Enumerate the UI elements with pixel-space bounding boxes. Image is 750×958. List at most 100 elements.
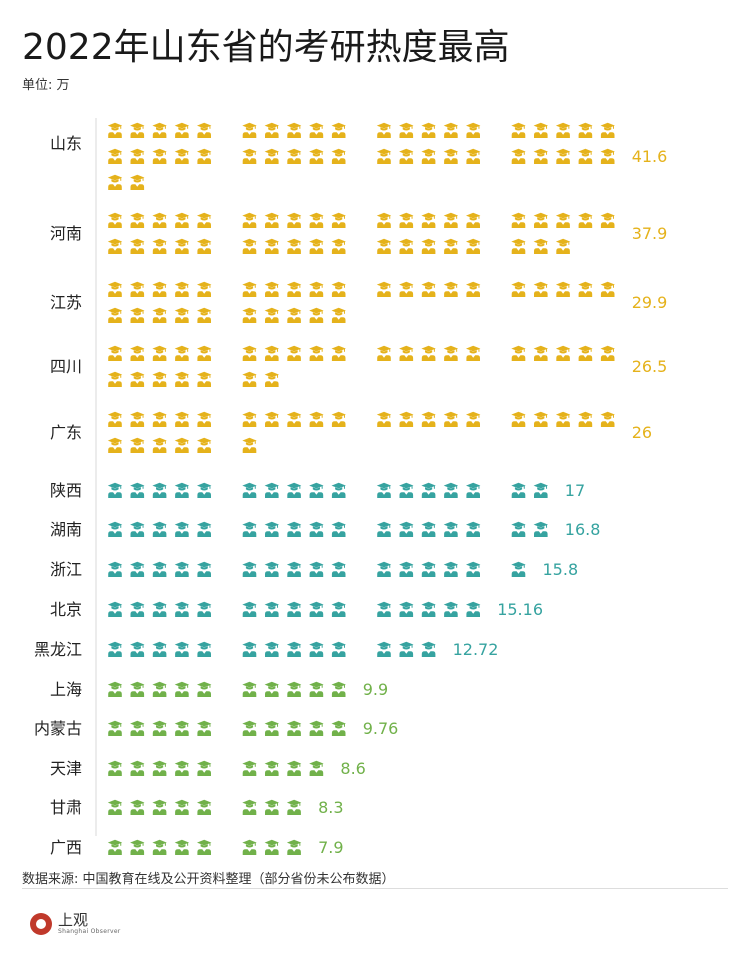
graduate-icon bbox=[286, 345, 302, 361]
graduate-icon bbox=[242, 411, 257, 427]
graduate-icon bbox=[286, 799, 302, 815]
graduate-icon bbox=[286, 839, 302, 855]
row-山东: 山东 41.6 bbox=[50, 122, 667, 190]
row-广东: 广东 26 bbox=[50, 411, 652, 453]
category-label: 陕西 bbox=[50, 481, 82, 500]
graduate-icon bbox=[242, 601, 257, 617]
graduate-icon bbox=[286, 307, 302, 323]
graduate-icon bbox=[264, 307, 279, 323]
row-广西: 广西 7.9 bbox=[50, 838, 344, 857]
value-label: 37.9 bbox=[632, 224, 668, 243]
category-label: 山东 bbox=[50, 134, 82, 153]
graduate-icon bbox=[443, 411, 459, 427]
graduate-icon bbox=[421, 411, 436, 427]
graduate-icon bbox=[152, 681, 167, 697]
row-湖南: 湖南 16.8 bbox=[50, 520, 600, 539]
graduate-icon bbox=[264, 681, 279, 697]
category-label: 黑龙江 bbox=[34, 640, 82, 659]
category-label: 湖南 bbox=[50, 520, 82, 539]
graduate-icon bbox=[130, 437, 145, 453]
graduate-icon bbox=[107, 371, 123, 387]
graduate-icon bbox=[578, 281, 593, 297]
graduate-icon bbox=[399, 561, 414, 577]
graduate-icon bbox=[152, 839, 167, 855]
graduate-icon bbox=[107, 307, 123, 323]
row-河南: 河南 37.9 bbox=[50, 212, 668, 254]
graduate-icon bbox=[421, 238, 436, 254]
row-甘肃: 甘肃 8.3 bbox=[50, 798, 344, 817]
graduate-icon bbox=[331, 148, 346, 164]
graduate-icon bbox=[399, 601, 414, 617]
graduate-icon bbox=[152, 411, 167, 427]
graduate-icon bbox=[286, 482, 302, 498]
graduate-icon bbox=[152, 371, 167, 387]
category-label: 江苏 bbox=[50, 293, 82, 312]
graduate-icon bbox=[264, 238, 279, 254]
graduate-icon bbox=[399, 521, 414, 537]
graduate-icon bbox=[600, 345, 615, 361]
graduate-icon bbox=[242, 521, 257, 537]
graduate-icon bbox=[264, 561, 279, 577]
graduate-icon bbox=[511, 521, 526, 537]
graduate-icon bbox=[130, 681, 145, 697]
graduate-icon bbox=[443, 561, 459, 577]
graduate-icon bbox=[130, 799, 145, 815]
graduate-icon bbox=[286, 641, 302, 657]
graduate-icon bbox=[376, 281, 392, 297]
category-label: 内蒙古 bbox=[34, 719, 82, 738]
graduate-icon bbox=[174, 482, 190, 498]
graduate-icon bbox=[130, 174, 145, 190]
graduate-icon bbox=[466, 212, 481, 228]
graduate-icon bbox=[443, 482, 459, 498]
graduate-icon bbox=[578, 411, 593, 427]
graduate-icon bbox=[130, 839, 145, 855]
graduate-icon bbox=[331, 482, 346, 498]
graduate-icon bbox=[174, 122, 190, 138]
graduate-icon bbox=[107, 641, 123, 657]
graduate-icon bbox=[443, 281, 459, 297]
graduate-icon bbox=[264, 720, 279, 736]
graduate-icon bbox=[130, 212, 145, 228]
graduate-icon bbox=[511, 281, 526, 297]
graduate-icon bbox=[533, 212, 548, 228]
graduate-icon bbox=[533, 521, 548, 537]
graduate-icon bbox=[555, 148, 571, 164]
graduate-icon bbox=[309, 760, 324, 776]
graduate-icon bbox=[174, 760, 190, 776]
graduate-icon bbox=[443, 238, 459, 254]
graduate-icon bbox=[533, 122, 548, 138]
graduate-icon bbox=[376, 641, 392, 657]
graduate-icon bbox=[107, 212, 123, 228]
graduate-icon bbox=[331, 561, 346, 577]
graduate-icon bbox=[399, 148, 414, 164]
graduate-icon bbox=[242, 799, 257, 815]
category-label: 广东 bbox=[50, 423, 82, 442]
graduate-icon bbox=[107, 799, 123, 815]
graduate-icon bbox=[174, 437, 190, 453]
graduate-icon bbox=[399, 345, 414, 361]
graduate-icon bbox=[152, 122, 167, 138]
value-label: 9.9 bbox=[363, 680, 388, 699]
graduate-icon bbox=[197, 281, 212, 297]
graduate-icon bbox=[331, 238, 346, 254]
graduate-icon bbox=[264, 281, 279, 297]
graduate-icon bbox=[242, 212, 257, 228]
graduate-icon bbox=[376, 561, 392, 577]
graduate-icon bbox=[264, 411, 279, 427]
graduate-icon bbox=[242, 437, 257, 453]
graduate-icon bbox=[376, 238, 392, 254]
graduate-icon bbox=[174, 799, 190, 815]
graduate-icon bbox=[286, 148, 302, 164]
graduate-icon bbox=[533, 345, 548, 361]
value-label: 8.6 bbox=[340, 759, 365, 778]
graduate-icon bbox=[376, 212, 392, 228]
value-label: 29.9 bbox=[632, 293, 668, 312]
graduate-icon bbox=[130, 601, 145, 617]
graduate-icon bbox=[511, 122, 526, 138]
graduate-icon bbox=[331, 411, 346, 427]
graduate-icon bbox=[466, 411, 481, 427]
graduate-icon bbox=[466, 601, 481, 617]
graduate-icon bbox=[264, 601, 279, 617]
graduate-icon bbox=[107, 281, 123, 297]
graduate-icon bbox=[511, 411, 526, 427]
